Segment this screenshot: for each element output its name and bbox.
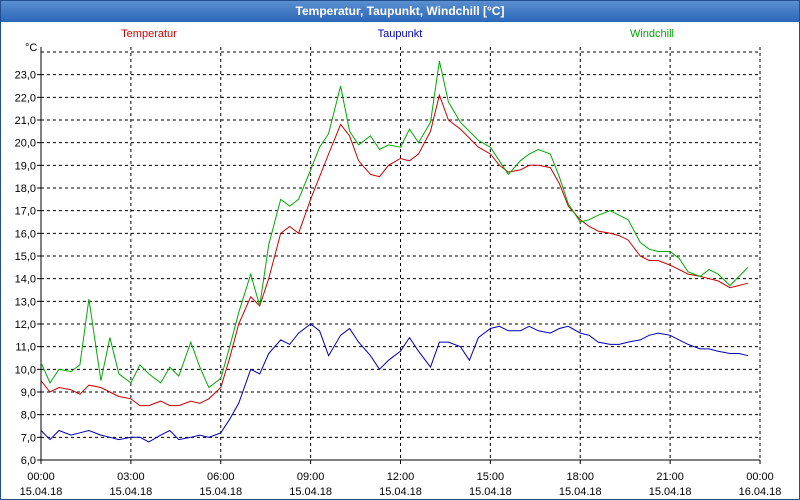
y-tick-label: 20,0 — [15, 138, 36, 150]
grid — [41, 47, 761, 460]
y-tick-label: 11,0 — [15, 342, 36, 354]
legend-temperatur: Temperatur — [121, 28, 177, 40]
y-tick-label: 13,0 — [15, 296, 36, 308]
y-tick-label: 15,0 — [15, 251, 36, 263]
x-tick-time: 18:00 — [566, 471, 594, 483]
legend-taupunkt: Taupunkt — [378, 28, 423, 40]
x-tick-time: 00:00 — [27, 471, 55, 483]
y-tick-label: 6,0 — [21, 455, 36, 467]
series-line-temperatur — [40, 93, 749, 407]
y-tick-label: 8,0 — [21, 410, 36, 422]
x-tick-date: 15.04.18 — [199, 486, 242, 498]
series-line-taupunkt — [40, 323, 749, 443]
x-tick-date: 15.04.18 — [469, 486, 512, 498]
x-tick-time: 00:00 — [746, 471, 774, 483]
y-axis-unit: °C — [25, 42, 37, 54]
series-line-windchill — [40, 60, 749, 389]
window-title: Temperatur, Taupunkt, Windchill [°C] — [1, 1, 799, 22]
series-group — [40, 60, 749, 443]
x-tick-date: 15.04.18 — [559, 486, 602, 498]
y-tick-label: 10,0 — [15, 364, 36, 376]
y-tick-label: 16,0 — [15, 228, 36, 240]
y-tick-label: 17,0 — [15, 206, 36, 218]
legend: Temperatur Taupunkt Windchill — [121, 28, 674, 40]
y-tick-label: 22,0 — [15, 92, 36, 104]
y-tick-label: 21,0 — [15, 115, 36, 127]
y-tick-label: 12,0 — [15, 319, 36, 331]
y-tick-label: 23,0 — [15, 70, 36, 82]
x-tick-time: 21:00 — [656, 471, 684, 483]
x-tick-date: 15.04.18 — [379, 486, 422, 498]
x-tick-date: 15.04.18 — [289, 486, 332, 498]
x-tick-labels: 00:00 15.04.18 03:00 15.04.18 06:00 15.04.18 0… — [20, 460, 782, 498]
y-tick-labels: 6,0 7,0 8,0 9,0 10,0 11,0 12,0 13,0 14,0 15,0 16,0… — [15, 70, 41, 467]
y-tick-label: 14,0 — [15, 274, 36, 286]
y-tick-label: 9,0 — [21, 387, 36, 399]
x-tick-time: 12:00 — [387, 471, 415, 483]
x-tick-date: 15.04.18 — [109, 486, 152, 498]
x-tick-time: 03:00 — [117, 471, 145, 483]
x-tick-time: 06:00 — [207, 471, 235, 483]
legend-windchill: Windchill — [630, 28, 674, 40]
x-tick-date: 15.04.18 — [649, 486, 692, 498]
y-tick-label: 7,0 — [21, 432, 36, 444]
x-tick-date: 15.04.18 — [20, 486, 63, 498]
x-tick-time: 15:00 — [477, 471, 505, 483]
y-tick-label: 19,0 — [15, 160, 36, 172]
x-tick-date: 16.04.18 — [739, 486, 782, 498]
y-tick-label: 18,0 — [15, 183, 36, 195]
x-tick-time: 09:00 — [297, 471, 325, 483]
